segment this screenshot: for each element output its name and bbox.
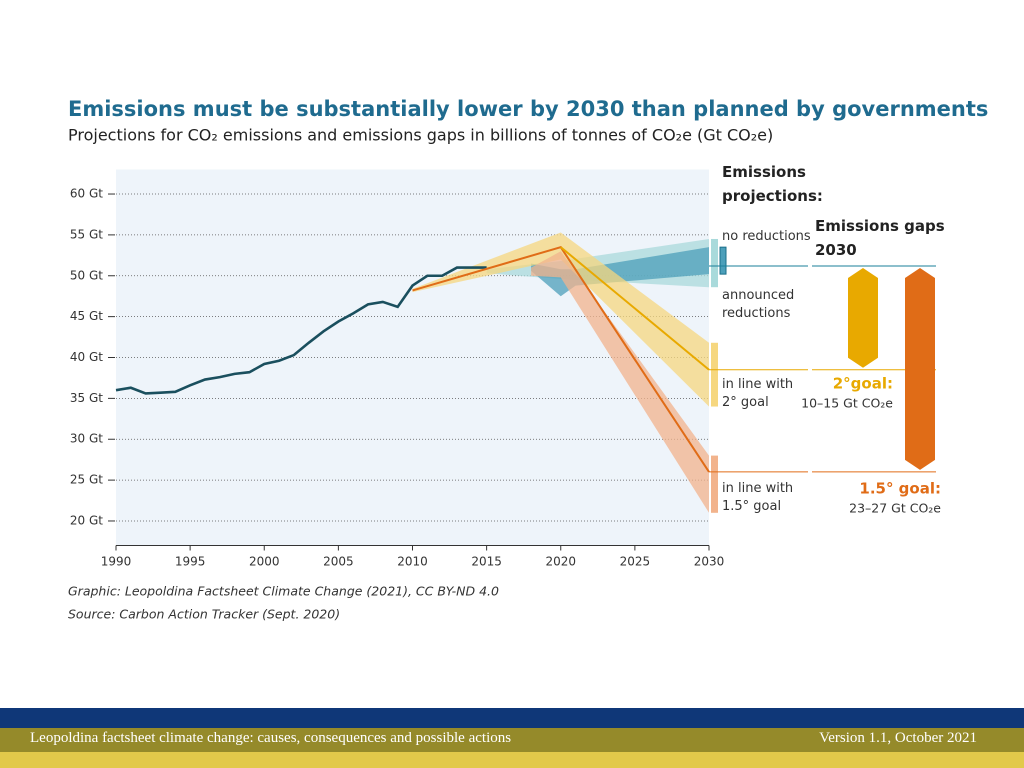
footer-band (0, 708, 1024, 728)
x-tick-label: 2030 (694, 555, 725, 569)
footer-band (0, 728, 1024, 752)
gaps-heading: Emissions gaps 2030 (815, 217, 945, 259)
x-tick-label: 2025 (620, 555, 651, 569)
y-tick-label: 35 Gt (70, 391, 103, 405)
line (560, 246, 710, 371)
line (115, 266, 487, 395)
y-tick-label: 25 Gt (70, 473, 103, 487)
band-label: in line with 2° goal (722, 377, 794, 410)
footer-right: Version 1.1, October 2021 (819, 730, 977, 746)
band-label: no reductions (722, 229, 811, 244)
band-label: in line with 1.5° goal (722, 481, 794, 514)
x-tick-label: 2000 (249, 555, 280, 569)
y-tick-label: 50 Gt (70, 268, 103, 282)
projections-heading: Emissions projections: (722, 163, 823, 205)
range-bar (711, 455, 718, 513)
x-tick-label: 1990 (101, 555, 132, 569)
range-bar (711, 238, 718, 288)
credit: Graphic: Leopoldina Factsheet Climate Ch… (68, 584, 499, 599)
y-tick-label: 45 Gt (70, 309, 103, 323)
gap-range: 23–27 Gt CO₂e (849, 501, 941, 516)
credit: Source: Carbon Action Tracker (Sept. 202… (68, 607, 340, 622)
y-tick-label: 55 Gt (70, 227, 103, 241)
plot-background (116, 169, 709, 546)
y-tick-label: 40 Gt (70, 350, 103, 364)
chart-title: Emissions must be substantially lower by… (68, 97, 988, 121)
gap-name: 1.5° goal: (859, 480, 941, 498)
range-bar (719, 246, 727, 275)
gap-range: 10–15 Gt CO₂e (801, 396, 893, 411)
gap-name: 2°goal: (833, 375, 893, 393)
band-label: announced reductions (722, 288, 795, 321)
footer-left: Leopoldina factsheet climate change: cau… (30, 730, 512, 746)
y-tick-label: 30 Gt (70, 432, 103, 446)
x-tick-label: 2005 (323, 555, 354, 569)
x-tick-label: 2015 (471, 555, 502, 569)
y-tick-label: 20 Gt (70, 513, 103, 527)
y-tick-label: 60 Gt (70, 187, 103, 201)
range-bar (711, 342, 718, 407)
gap-arrow (905, 267, 935, 470)
x-tick-label: 2020 (545, 555, 576, 569)
footer-band (0, 752, 1024, 768)
x-tick-label: 2010 (397, 555, 428, 569)
chart-subtitle: Projections for CO₂ emissions and emissi… (68, 126, 773, 145)
gap-arrow (848, 267, 878, 368)
x-tick-label: 1995 (175, 555, 206, 569)
